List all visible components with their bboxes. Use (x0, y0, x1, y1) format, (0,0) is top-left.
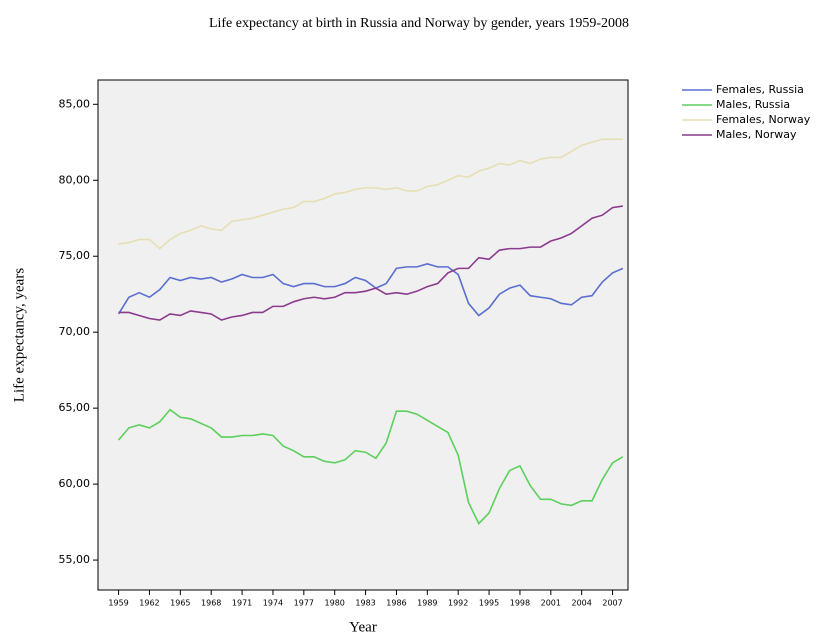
data-line (117, 262, 624, 317)
y-tick-label: 65,00 (59, 401, 91, 414)
y-tick-label: 75,00 (59, 249, 91, 262)
y-tick-label: 80,00 (59, 173, 91, 186)
x-tick-label: 2007 (602, 599, 622, 608)
legend-label: Males, Russia (716, 98, 790, 111)
x-tick-label: 1986 (386, 599, 406, 608)
y-axis-label: Life expectancy, years (11, 268, 27, 403)
x-tick-label: 1965 (170, 599, 190, 608)
x-tick-label: 1998 (510, 599, 530, 608)
x-tick-label: 1989 (417, 599, 437, 608)
x-tick-label: 1968 (201, 599, 221, 608)
x-tick-label: 1983 (355, 599, 375, 608)
data-line (117, 408, 624, 525)
y-tick-label: 55,00 (59, 553, 91, 566)
x-tick-label: 1980 (325, 599, 345, 608)
legend-label: Females, Norway (716, 113, 811, 126)
x-tick-label: 1995 (479, 599, 499, 608)
legend-label: Females, Russia (716, 83, 804, 96)
y-tick-label: 60,00 (59, 477, 91, 490)
data-line (118, 205, 623, 321)
x-tick-label: 2001 (541, 599, 561, 608)
y-tick-label: 70,00 (59, 325, 91, 338)
x-axis-label: Year (349, 619, 377, 635)
x-tick-label: 1971 (232, 599, 252, 608)
x-tick-label: 1974 (263, 599, 283, 608)
legend-label: Males, Norway (716, 128, 797, 141)
chart-title: Life expectancy at birth in Russia and N… (209, 16, 629, 31)
data-line (118, 138, 623, 250)
x-tick-label: 1962 (139, 599, 159, 608)
x-tick-label: 2004 (572, 599, 592, 608)
x-tick-label: 1977 (294, 599, 314, 608)
x-tick-label: 1992 (448, 599, 468, 608)
plot-area (97, 79, 629, 591)
x-tick-label: 1959 (108, 599, 128, 608)
y-tick-label: 85,00 (59, 97, 91, 110)
